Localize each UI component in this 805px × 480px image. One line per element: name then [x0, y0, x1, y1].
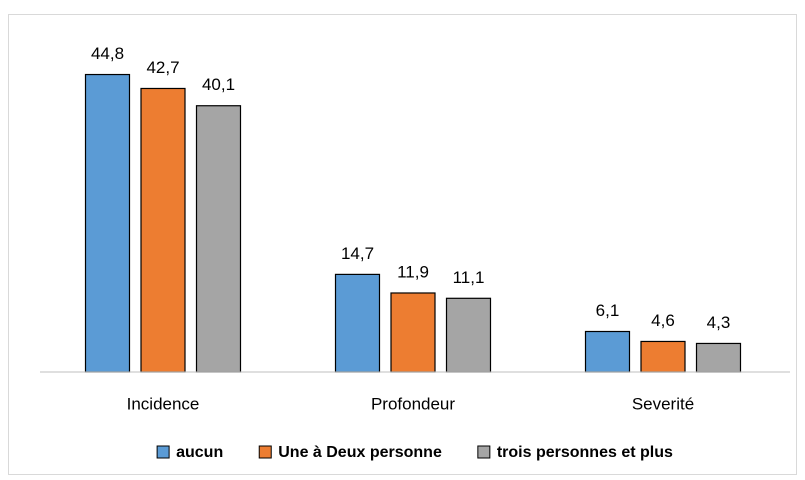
bar	[640, 340, 686, 373]
bar	[140, 87, 186, 373]
bar	[695, 342, 742, 373]
x-tick-label: Incidence	[127, 394, 200, 413]
legend-label: Une à Deux personne	[278, 444, 442, 461]
value-label: 40,1	[202, 75, 235, 94]
bar	[334, 273, 381, 373]
value-label: 6,1	[596, 301, 620, 320]
legend-swatch	[477, 445, 491, 459]
value-label: 11,1	[453, 268, 485, 287]
value-label: 44,8	[91, 44, 124, 63]
bar	[390, 292, 436, 373]
legend-label: trois personnes et plus	[497, 444, 673, 461]
bar	[584, 330, 631, 373]
value-label: 4,6	[651, 311, 675, 330]
legend-label: aucun	[176, 444, 223, 461]
x-tick-label: Severité	[632, 394, 694, 413]
bar	[445, 297, 492, 373]
bar	[195, 105, 242, 373]
value-label: 11,9	[397, 262, 429, 281]
value-label: 42,7	[146, 58, 179, 77]
value-label: 4,3	[707, 313, 731, 332]
legend-swatch	[156, 445, 170, 459]
chart-frame	[8, 14, 797, 475]
legend-swatch	[258, 445, 272, 459]
x-tick-label: Profondeur	[371, 394, 455, 413]
bar	[84, 73, 131, 373]
value-label: 14,7	[341, 244, 374, 263]
